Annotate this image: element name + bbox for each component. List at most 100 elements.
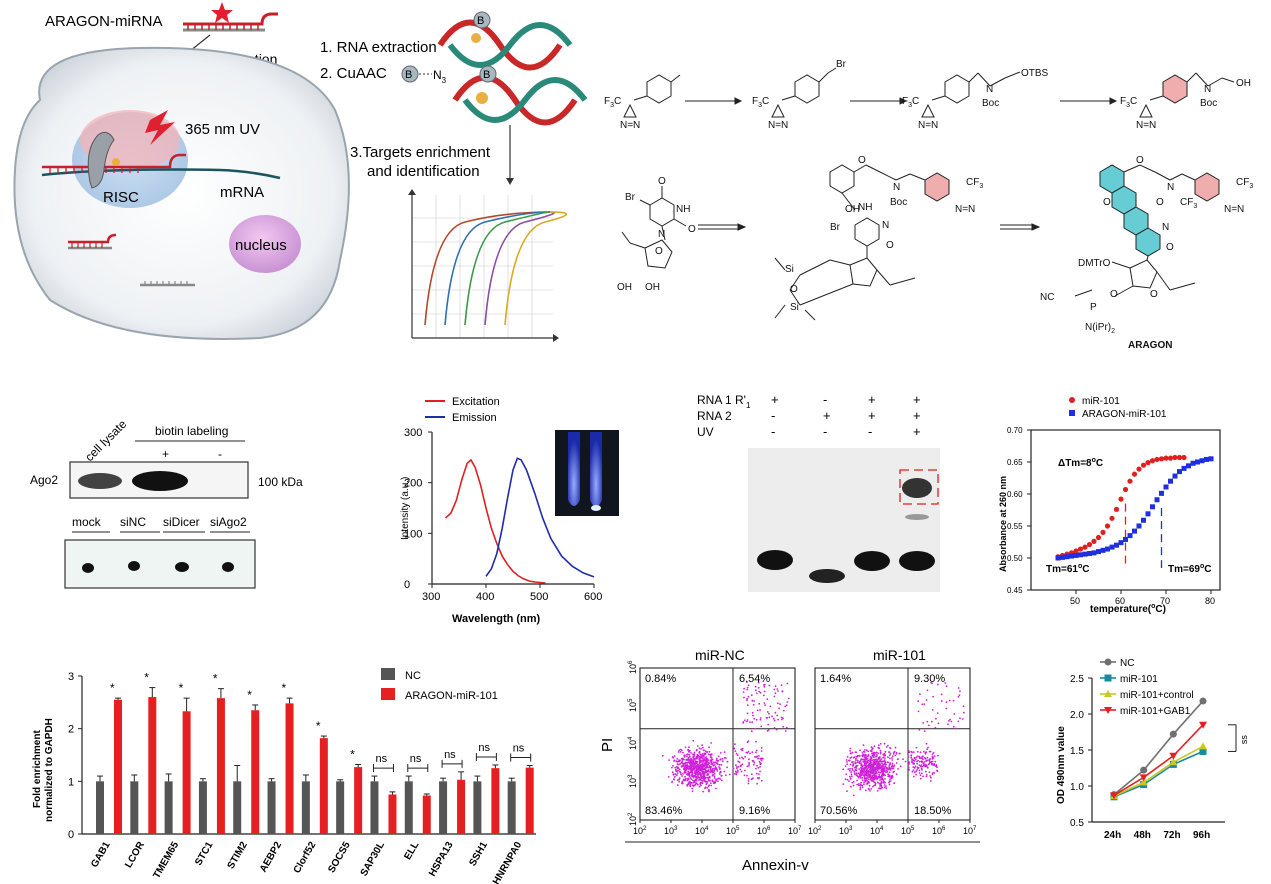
step2-label: 2. CuAAC: [320, 65, 387, 82]
flow-event: [710, 760, 713, 762]
flow-event: [853, 772, 856, 774]
azide-label: N3: [433, 68, 447, 85]
x-tick-label: 600: [584, 591, 602, 603]
enrichment-bar-chart: 0 1 2 3 Fold enrichment normalized to GAPDH * G…: [32, 668, 536, 884]
flow-event: [948, 720, 950, 722]
category-label: STIM2: [226, 840, 250, 871]
data-point: [1177, 469, 1182, 475]
flow-event: [719, 759, 721, 761]
flow-event: [688, 765, 691, 768]
flow-event: [957, 687, 960, 689]
flow-event: [746, 765, 749, 768]
flow-event: [672, 764, 674, 767]
flow-event: [953, 713, 956, 715]
flow-event: [677, 769, 679, 772]
f3c-3: F3C: [902, 96, 919, 109]
flow-event: [922, 755, 924, 758]
flow-event: [746, 686, 749, 689]
y-tick-label: 0: [68, 829, 74, 841]
flow-event: [937, 683, 939, 686]
flow-event: [917, 710, 920, 713]
flow-event: [887, 768, 890, 771]
flow-event: [885, 763, 887, 766]
flow-event: [870, 770, 873, 772]
flow-event: [952, 699, 955, 702]
flow-event: [676, 772, 679, 774]
flow-event: [760, 725, 763, 728]
flow-event: [746, 719, 749, 721]
flow-event: [703, 775, 706, 777]
flow-event: [753, 717, 756, 720]
quadrant-ur: 6.54%: [739, 673, 770, 685]
flow-event: [686, 765, 688, 768]
flow-event: [875, 772, 878, 775]
flow-event: [842, 768, 845, 771]
quadrant-ul: 1.64%: [820, 673, 851, 685]
flow-event: [893, 770, 895, 773]
aragon-mirna-label: ARAGON-miRNA: [45, 13, 163, 30]
flow-event: [916, 766, 919, 769]
flow-event: [888, 767, 891, 770]
flow-event: [690, 757, 692, 760]
data-point: [1167, 455, 1174, 461]
flow-event: [696, 753, 699, 756]
flow-event: [708, 765, 711, 767]
flow-event: [864, 789, 867, 792]
flow-event: [719, 768, 721, 770]
flow-event: [718, 777, 720, 780]
flow-event: [708, 750, 711, 753]
flow-event: [948, 699, 951, 702]
svg-text:N: N: [882, 220, 889, 231]
bar: [473, 781, 482, 834]
data-point: [1176, 454, 1183, 461]
flow-event: [855, 751, 858, 754]
flow-event: [927, 746, 929, 749]
flow-event: [694, 778, 697, 781]
svg-text:O: O: [1156, 197, 1164, 208]
flow-event: [877, 767, 880, 769]
flow-event: [887, 761, 889, 764]
flow-event: [717, 760, 719, 763]
flow-event: [787, 697, 790, 700]
flow-event: [760, 779, 763, 782]
flow-event: [700, 769, 703, 772]
flow-event: [928, 762, 931, 765]
flow-event: [688, 762, 691, 765]
flow-event: [849, 778, 852, 780]
flow-event: [692, 739, 695, 742]
flow-event: [859, 785, 862, 787]
gel-cell: +: [868, 408, 876, 423]
free-strand: [140, 281, 195, 287]
legend-label: ARAGON-miR-101: [1082, 409, 1167, 420]
flow-event: [878, 775, 881, 777]
svg-text:Boc: Boc: [1200, 98, 1217, 109]
svg-text:O: O: [1103, 197, 1111, 208]
flow-event: [874, 762, 877, 765]
data-point: [1113, 506, 1120, 512]
flow-event: [879, 749, 882, 752]
flow-event: [879, 764, 882, 767]
y-tick-label: 1: [68, 776, 74, 788]
flow-event: [744, 719, 746, 722]
flow-event: [710, 761, 713, 764]
star-icon: [211, 2, 233, 23]
flow-event: [741, 763, 744, 766]
flow-event: [778, 707, 780, 710]
flow-event: [879, 742, 882, 745]
svg-text:OH: OH: [845, 204, 860, 215]
flow-event: [686, 779, 689, 782]
flow-event: [773, 719, 776, 722]
svg-text:B: B: [477, 15, 484, 27]
flow-event: [692, 768, 694, 770]
flow-x-tick: 104: [870, 826, 884, 836]
flow-event: [702, 764, 705, 766]
quadrant-ul: 0.84%: [645, 673, 676, 685]
flow-event: [858, 773, 861, 776]
data-point: [1110, 792, 1118, 800]
data-point: [1159, 490, 1164, 496]
svg-text:O: O: [688, 224, 696, 235]
bar: [96, 781, 104, 834]
data-point: [1141, 517, 1146, 523]
flow-event: [708, 746, 710, 749]
